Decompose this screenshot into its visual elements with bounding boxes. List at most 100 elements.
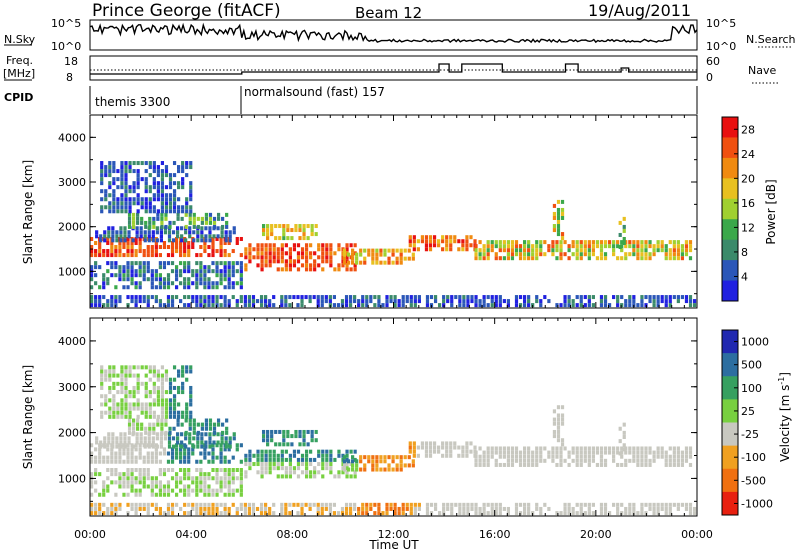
velocity-cell [188, 422, 192, 427]
power-cell [158, 245, 162, 250]
n-tick-left-bottom: 10^0 [51, 40, 81, 53]
power-cell [168, 209, 173, 214]
power-cell [309, 267, 313, 272]
power-cell [108, 161, 112, 166]
power-cell [256, 251, 260, 256]
power-cell [110, 261, 114, 266]
velocity-cell [150, 484, 154, 489]
velocity-cell [248, 457, 252, 462]
power-cell [603, 299, 608, 304]
power-colorbar-tick-label: 24 [741, 148, 755, 161]
power-cell [183, 277, 187, 282]
power-cell [115, 238, 119, 243]
power-cell [227, 299, 231, 304]
velocity-cell [130, 480, 134, 485]
velocity-cell [155, 436, 159, 441]
power-cell [251, 303, 256, 308]
velocity-cell [128, 390, 132, 395]
velocity-cell [640, 458, 644, 463]
power-cell [119, 230, 123, 235]
velocity-cell [138, 443, 142, 448]
velocity-colorbar-swatch [722, 330, 738, 354]
power-cell [579, 244, 583, 249]
power-cell [187, 265, 191, 270]
power-cell [457, 239, 461, 244]
power-cell [628, 252, 632, 257]
power-cell [490, 295, 494, 300]
velocity-cell [219, 455, 223, 460]
power-cell [363, 260, 367, 265]
velocity-cell [266, 438, 270, 443]
velocity-cell [148, 406, 152, 411]
power-cell [140, 201, 144, 206]
velocity-cell [280, 506, 284, 511]
power-cell [177, 209, 181, 214]
velocity-cell [196, 440, 200, 445]
power-cell [183, 285, 187, 290]
n-tick-left-top: 10^5 [51, 17, 81, 30]
velocity-cell [160, 385, 165, 390]
velocity-cell [231, 472, 235, 477]
velocity-cell [490, 511, 494, 516]
power-cell [518, 252, 523, 257]
velocity-cell [420, 445, 425, 450]
velocity-cell [450, 506, 454, 511]
velocity-cell [363, 455, 367, 460]
power-cell [556, 215, 561, 220]
power-cell [160, 224, 164, 229]
velocity-cell [128, 369, 132, 374]
velocity-colorbar-label: Velocity [m s-1] [777, 372, 792, 462]
velocity-cell [462, 506, 466, 511]
velocity-colorbar-tick-label: 1000 [741, 336, 769, 349]
power-cell [282, 228, 286, 233]
velocity-cell [134, 502, 138, 507]
velocity-cell [227, 492, 231, 497]
power-cell [465, 239, 469, 244]
velocity-cell [175, 432, 180, 437]
velocity-cell [321, 457, 325, 462]
power-cell [177, 185, 181, 190]
power-cell [199, 303, 203, 308]
velocity-cell [203, 511, 207, 516]
velocity-cell [309, 474, 313, 479]
power-cell [162, 303, 167, 308]
power-colorbar-tick-label: 20 [741, 172, 755, 185]
power-colorbar-swatch [722, 137, 738, 159]
power-cell [123, 230, 127, 235]
power-cell [453, 235, 457, 240]
power-cell [474, 295, 478, 300]
power-cell [518, 303, 523, 308]
velocity-cell [134, 488, 138, 493]
power-cell [502, 244, 506, 249]
velocity-cell [168, 385, 173, 390]
velocity-cell [188, 436, 192, 441]
velocity-cell [104, 402, 108, 407]
velocity-cell [200, 440, 204, 445]
power-cell [465, 247, 469, 252]
velocity-cell [212, 440, 216, 445]
power-cell [351, 260, 355, 265]
power-cell [424, 247, 429, 252]
freq-trace [90, 63, 697, 75]
power-cell [552, 228, 557, 233]
velocity-cell [103, 440, 107, 445]
power-cell [309, 255, 313, 260]
power-cell [411, 252, 415, 257]
power-cell [128, 161, 132, 166]
velocity-cell [112, 373, 116, 378]
power-cell [127, 224, 132, 229]
power-cell [292, 295, 296, 300]
power-cell [102, 253, 106, 258]
power-cell [552, 215, 557, 220]
velocity-cell [196, 422, 200, 427]
velocity-cell [119, 440, 123, 445]
power-cell [220, 234, 224, 239]
velocity-cell [337, 453, 341, 458]
velocity-cell [120, 406, 124, 411]
power-cell [300, 295, 304, 300]
velocity-cell [387, 463, 391, 468]
power-cell [174, 236, 179, 241]
power-cell [624, 299, 628, 304]
power-cell [185, 165, 189, 170]
power-cell [134, 281, 138, 286]
